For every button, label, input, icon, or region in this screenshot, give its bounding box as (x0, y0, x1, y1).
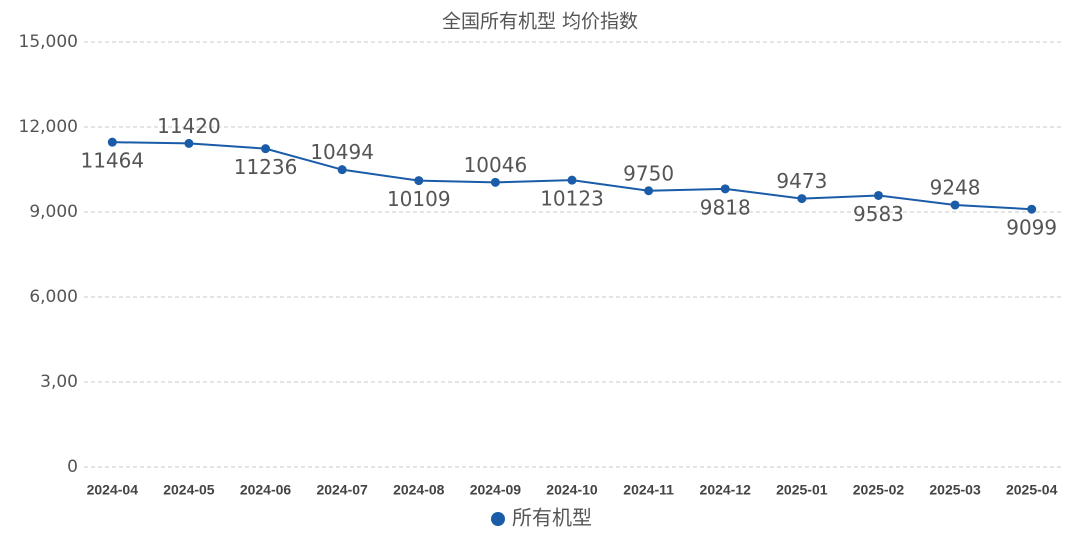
data-label: 11420 (157, 114, 221, 138)
point (490, 177, 500, 187)
x-tick-label: 2025-04 (1006, 482, 1058, 498)
data-label: 9818 (700, 195, 751, 219)
x-tick-label: 2024-07 (316, 482, 368, 498)
x-tick-label: 2024-09 (470, 482, 522, 498)
point (720, 184, 730, 194)
legend-label: 所有机型 (512, 506, 592, 530)
x-tick-label: 2024-12 (700, 482, 752, 498)
x-tick-label: 2025-02 (853, 482, 905, 498)
chart-title: 全国所有机型 均价指数 (442, 11, 638, 33)
y-tick-label: 12,000 (19, 117, 78, 137)
data-label: 10046 (464, 153, 528, 177)
data-label: 9248 (930, 175, 981, 199)
x-tick-label: 2024-11 (623, 482, 674, 498)
data-label: 10494 (310, 140, 374, 164)
y-tick-label: 3,00 (40, 372, 78, 392)
data-label: 9750 (623, 161, 674, 185)
data-label: 9583 (853, 202, 904, 226)
point (107, 137, 117, 147)
x-tick-label: 2024-10 (546, 482, 598, 498)
point (261, 144, 271, 154)
x-tick-label: 2024-05 (163, 482, 215, 498)
x-tick-label: 2024-04 (87, 482, 139, 498)
x-tick-label: 2024-06 (240, 482, 292, 498)
point (414, 176, 424, 186)
data-label: 10109 (387, 187, 451, 211)
legend-marker (491, 512, 505, 526)
point (644, 186, 654, 196)
point (567, 175, 577, 185)
point (184, 138, 194, 148)
x-tick-label: 2024-08 (393, 482, 445, 498)
data-label: 9473 (776, 169, 827, 193)
point (797, 194, 807, 204)
data-label: 11236 (234, 155, 298, 179)
y-tick-label: 9,000 (29, 202, 78, 222)
y-tick-label: 0 (67, 457, 78, 477)
point (1027, 204, 1037, 214)
point (337, 165, 347, 175)
y-tick-label: 6,000 (29, 287, 78, 307)
x-tick-label: 2025-01 (776, 482, 828, 498)
data-label: 11464 (80, 149, 144, 173)
point (950, 200, 960, 210)
y-tick-label: 15,000 (19, 32, 78, 52)
data-label: 10123 (540, 187, 604, 211)
x-tick-label: 2025-03 (929, 482, 981, 498)
data-label: 9099 (1006, 216, 1057, 240)
point (873, 190, 883, 200)
